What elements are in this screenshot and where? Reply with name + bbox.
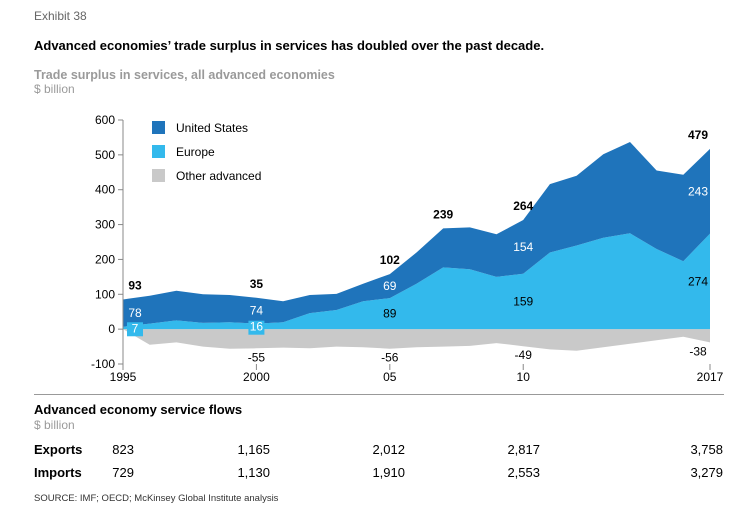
us-value-label: 74 xyxy=(250,304,264,318)
legend-swatch xyxy=(152,169,165,182)
x-tick-label: 2000 xyxy=(243,370,270,384)
europe-value-box xyxy=(127,322,143,337)
flows-cell: 1,130 xyxy=(237,465,270,480)
us-value-label: 78 xyxy=(128,306,142,320)
europe-value-box xyxy=(248,320,265,335)
total-label: 35 xyxy=(250,277,264,291)
europe-value-label: 159 xyxy=(513,294,533,308)
y-tick-label: 300 xyxy=(95,218,115,232)
us-value-label: 154 xyxy=(513,240,533,254)
flows-row-exports: Exports 823 1,165 2,012 2,817 3,758 xyxy=(0,442,750,458)
legend-swatch xyxy=(152,145,165,158)
y-tick-label: 200 xyxy=(95,252,115,266)
us-value-label: 243 xyxy=(688,184,708,198)
europe-value-label: 89 xyxy=(383,307,397,321)
europe-value-label: 16 xyxy=(250,320,264,334)
europe-value-label: 7 xyxy=(132,321,139,335)
exhibit-label: Exhibit 38 xyxy=(34,9,87,23)
flows-cell: 3,758 xyxy=(690,442,723,457)
legend-swatch xyxy=(152,121,165,134)
flows-unit: $ billion xyxy=(34,418,75,432)
flows-cell: 823 xyxy=(112,442,134,457)
y-tick-label: 100 xyxy=(95,287,115,301)
flows-cell: 2,553 xyxy=(507,465,540,480)
other-value-label: -56 xyxy=(381,351,399,365)
total-label: 264 xyxy=(513,199,533,213)
chart-title: Trade surplus in services, all advanced … xyxy=(34,68,335,82)
headline: Advanced economies’ trade surplus in ser… xyxy=(34,38,545,53)
flows-cell: 1,910 xyxy=(372,465,405,480)
united-states-area xyxy=(123,142,710,327)
flows-row-imports: Imports 729 1,130 1,910 2,553 3,279 xyxy=(0,465,750,481)
total-label: 102 xyxy=(380,253,400,267)
x-tick-label: 10 xyxy=(517,370,531,384)
other-value-label: -55 xyxy=(248,350,266,364)
flows-cell: 2,012 xyxy=(372,442,405,457)
y-tick-label: 500 xyxy=(95,148,115,162)
us-value-label: 69 xyxy=(383,279,397,293)
y-tick-label: 400 xyxy=(95,183,115,197)
flows-cell: 2,817 xyxy=(507,442,540,457)
europe-area xyxy=(123,233,710,330)
flows-cell: 1,165 xyxy=(237,442,270,457)
section-divider xyxy=(34,394,724,395)
other-value-label: -38 xyxy=(689,344,707,358)
x-tick-label: 1995 xyxy=(110,370,137,384)
x-tick-label: 05 xyxy=(383,370,397,384)
flows-row-label: Exports xyxy=(34,442,83,457)
legend-label: United States xyxy=(176,121,248,135)
flows-cell: 3,279 xyxy=(690,465,723,480)
total-label: 239 xyxy=(433,207,453,221)
chart-unit: $ billion xyxy=(34,82,75,96)
y-tick-label: 0 xyxy=(108,322,115,336)
x-tick-label: 2017 xyxy=(697,370,724,384)
flows-row-label: Imports xyxy=(34,465,82,480)
flows-title: Advanced economy service flows xyxy=(34,402,243,417)
source-note: SOURCE: IMF; OECD; McKinsey Global Insti… xyxy=(34,493,279,504)
europe-value-label: 274 xyxy=(688,274,708,288)
y-tick-label: 600 xyxy=(95,113,115,127)
other-value-label: -49 xyxy=(515,348,533,362)
legend-label: Other advanced xyxy=(176,169,261,183)
other-advanced-area xyxy=(123,329,710,351)
total-label: 479 xyxy=(688,128,708,142)
legend-label: Europe xyxy=(176,145,215,159)
flows-cell: 729 xyxy=(112,465,134,480)
y-tick-label: -100 xyxy=(91,357,115,371)
total-label: 93 xyxy=(128,279,142,293)
